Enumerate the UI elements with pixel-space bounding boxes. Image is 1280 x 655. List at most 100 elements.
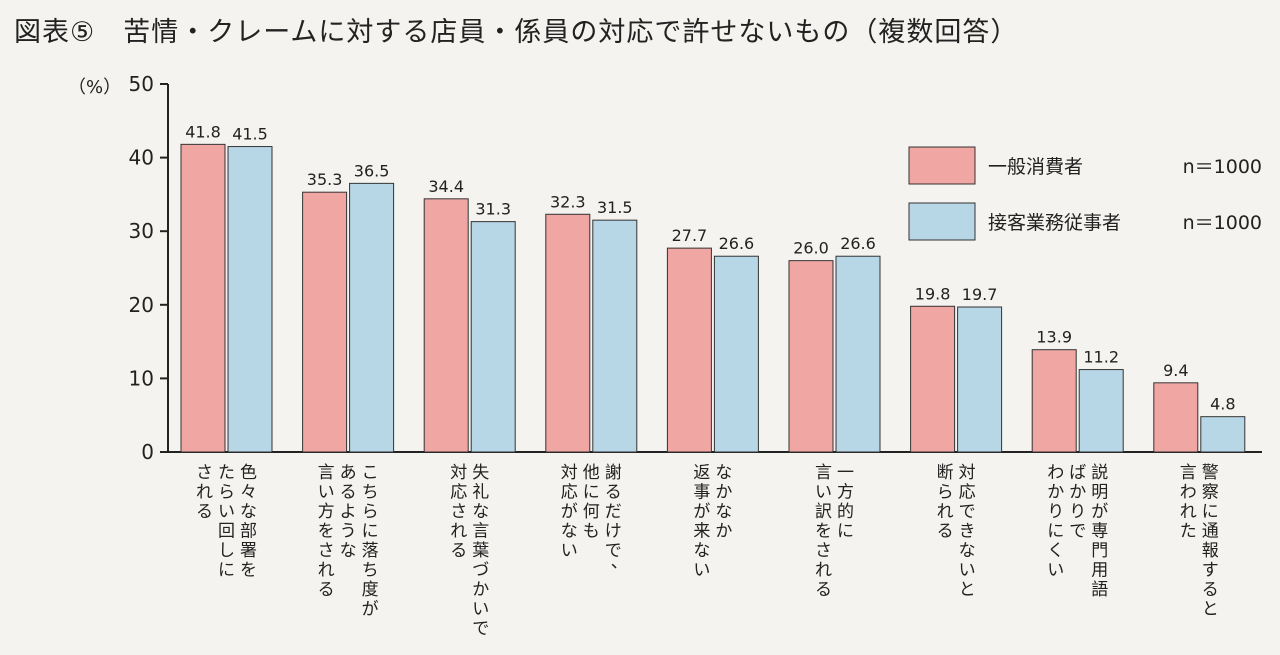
category-label-char: も [583,522,600,542]
category-label-char: る [815,580,832,600]
category-label-char: な [959,541,976,561]
category-label-char: と [1202,600,1219,620]
category-label-char: る [340,483,357,503]
value-label-service-worker-6: 19.7 [962,285,998,304]
value-label-consumer-4: 27.7 [672,226,708,245]
category-label-char: に [1202,502,1219,522]
category-label-char: で [472,619,489,639]
category-label-char: 何 [583,502,600,522]
category-label-char: を [240,561,257,581]
bar-consumer-4 [666,247,712,453]
bar-service-worker-6 [957,306,1003,453]
category-label-char: 言 [815,463,832,483]
category-label-char: 回 [218,522,235,542]
category-label-char: る [1202,580,1219,600]
category-label-char: 対 [450,463,467,483]
category-label-char: く [1047,541,1064,561]
category-label-char: ら [362,502,379,522]
bar-consumer-8 [1153,382,1199,453]
category-label-char: を [318,522,335,542]
legend-label-consumer: 一般消費者 [988,156,1083,178]
category-label-char: さ [196,463,213,483]
category-label-char: あ [340,463,357,483]
legend-n-service-worker: n＝1000 [1183,212,1262,234]
category-label-char: い [218,502,235,522]
category-label-char: 、 [611,553,628,573]
category-label-char: 度 [362,580,379,600]
bar-consumer-0 [180,143,226,453]
y-tick-label: 10 [129,366,154,390]
category-label-char: 的 [837,502,854,522]
category-label-char: 用 [1091,561,1108,581]
bar-consumer-5 [788,260,834,453]
category-label-char: な [715,502,732,522]
category-label-char: に [1047,522,1064,542]
category-label-char: い [959,561,976,581]
legend-swatch-consumer [908,146,976,185]
category-label-char: い [693,561,710,581]
category-label-char: か [715,483,732,503]
category-label-char: な [340,541,357,561]
category-label-char: る [450,541,467,561]
value-label-consumer-5: 26.0 [793,239,829,258]
category-label-char: 応 [561,483,578,503]
category-label-char: 門 [1091,541,1108,561]
category-label-char: 事 [693,483,710,503]
category-label-char: 色 [240,463,257,483]
category-label-char: れ [318,561,335,581]
bar-service-worker-3 [592,219,638,453]
value-label-service-worker-3: 31.5 [597,198,633,217]
category-label-char: 部 [240,522,257,542]
category-label-char: な [240,502,257,522]
value-label-service-worker-1: 36.5 [354,161,390,180]
bar-service-worker-0 [227,146,273,453]
category-label-char: 警 [1202,463,1219,483]
bar-service-worker-8 [1200,416,1246,453]
category-label-char: な [472,502,489,522]
category-label-char: か [472,580,489,600]
category-label-char: 一 [837,463,854,483]
category-label-char: れ [450,522,467,542]
y-tick-label: 20 [129,293,154,317]
value-label-service-worker-8: 4.8 [1210,395,1235,414]
category-label-char: 断 [937,463,954,483]
bar-consumer-2 [423,198,469,453]
legend-swatch-service-worker [908,202,976,241]
value-label-consumer-3: 32.3 [550,192,586,211]
category-label-char: れ [937,502,954,522]
category-label-char: 対 [959,463,976,483]
category-label-char: 対 [561,463,578,483]
category-label-char: り [1069,502,1086,522]
category-label-char: さ [318,541,335,561]
value-label-service-worker-2: 31.3 [475,200,511,219]
category-label-char: た [1180,522,1197,542]
bar-consumer-3 [545,213,591,453]
category-label-char: 応 [959,483,976,503]
category-label-char: い [472,600,489,620]
legend: 一般消費者 n＝1000 接客業務従事者 n＝1000 [908,146,1262,241]
value-label-consumer-0: 41.8 [185,122,221,141]
value-label-service-worker-4: 26.6 [719,234,755,253]
value-label-consumer-8: 9.4 [1163,361,1188,380]
value-label-consumer-7: 13.9 [1036,328,1072,347]
category-label-char: 言 [472,522,489,542]
y-tick-label: 0 [141,440,154,464]
category-label-char: 返 [693,463,710,483]
category-label-char: わ [1047,463,1064,483]
category-label-char: に [837,522,854,542]
category-label-char: 来 [693,522,710,542]
category-label-char: 言 [1180,463,1197,483]
category-label-char: が [561,502,578,522]
category-label-char: け [605,522,622,542]
category-label-char: う [340,522,357,542]
value-labels: 41.8 41.5 35.3 36.5 34.4 31.3 32.3 31.5 27.7 26.6… [185,122,1235,413]
bar-consumer-1 [302,191,348,453]
chart-title: 図表⑤ 苦情・クレームに対する店員・係員の対応で許せないもの（複数回答） [14,17,1019,48]
